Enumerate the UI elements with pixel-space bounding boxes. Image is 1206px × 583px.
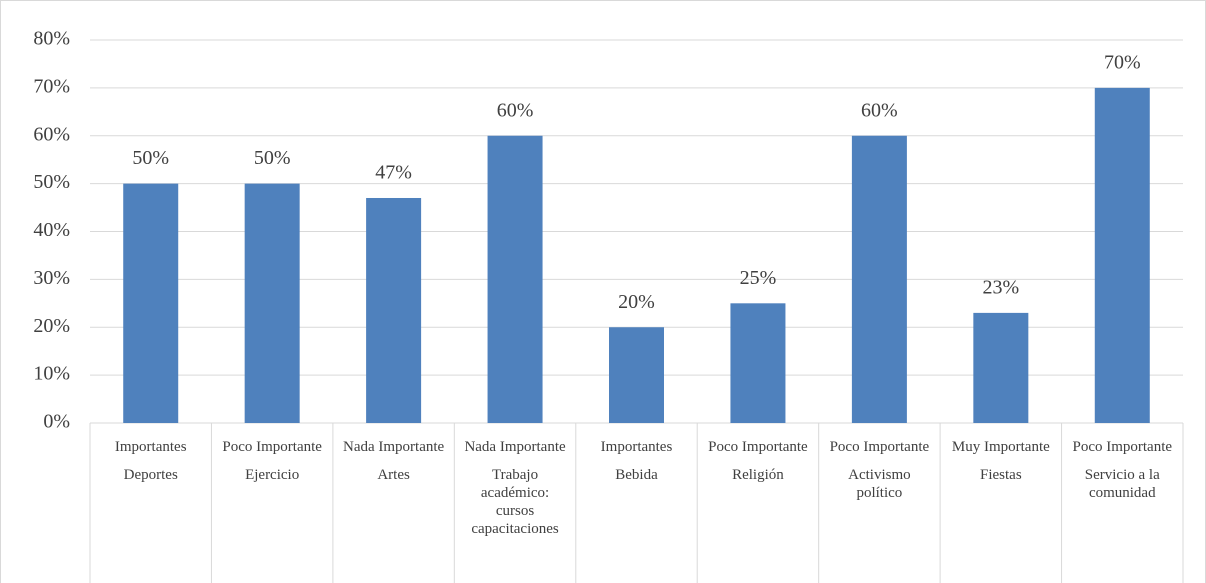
- category-group-label: Nada Importante: [342, 439, 445, 455]
- x-tick-label: Trabajo académico: cursos capacitaciones: [471, 467, 559, 537]
- x-tick-label: Religión: [732, 467, 784, 483]
- bar: [851, 135, 907, 423]
- y-tick-label: 60%: [33, 123, 70, 145]
- category-group-label: Poco Importante: [1072, 439, 1173, 455]
- value-label: 23%: [982, 276, 1019, 298]
- x-tick-label: Activismo político: [848, 467, 911, 501]
- bar: [244, 183, 300, 423]
- value-label: 60%: [861, 99, 898, 121]
- value-label: 50%: [132, 147, 169, 169]
- bar: [123, 183, 179, 423]
- y-tick-label: 50%: [33, 171, 70, 193]
- category-group-label: Importantes: [114, 439, 187, 455]
- x-tick-label: Bebida: [615, 467, 658, 483]
- value-label: 60%: [497, 99, 534, 121]
- value-label: 50%: [254, 147, 291, 169]
- y-tick-label: 40%: [33, 219, 70, 241]
- x-tick-label: Artes: [377, 467, 410, 483]
- bar: [730, 303, 786, 423]
- bar: [1094, 87, 1150, 423]
- y-tick-label: 80%: [33, 28, 70, 50]
- y-tick-label: 0%: [43, 411, 70, 433]
- category-group-label: Muy Importante: [951, 439, 1050, 455]
- category-group-label: Poco Importante: [222, 439, 322, 455]
- category-group-label: Nada Importante: [464, 439, 566, 455]
- bar: [609, 327, 664, 423]
- x-tick-label: Ejercicio: [245, 467, 300, 483]
- y-tick-label: 30%: [33, 267, 70, 289]
- x-tick-label: Deportes: [123, 467, 178, 483]
- category-group-label: Poco Importante: [829, 439, 930, 455]
- y-tick-label: 10%: [33, 363, 70, 385]
- value-label: 47%: [375, 162, 412, 184]
- category-group-label: Poco Importante: [708, 439, 808, 455]
- y-tick-label: 70%: [33, 75, 70, 97]
- value-label: 25%: [740, 267, 777, 289]
- bar: [487, 135, 543, 423]
- y-tick-label: 20%: [33, 315, 70, 337]
- bar: [366, 197, 422, 423]
- bar: [973, 312, 1029, 423]
- x-tick-label: Fiestas: [979, 467, 1022, 483]
- x-tick-label: Servicio a la comunidad: [1084, 467, 1160, 501]
- value-label: 20%: [618, 291, 655, 313]
- value-label: 70%: [1104, 51, 1141, 73]
- category-group-label: Importantes: [600, 439, 673, 455]
